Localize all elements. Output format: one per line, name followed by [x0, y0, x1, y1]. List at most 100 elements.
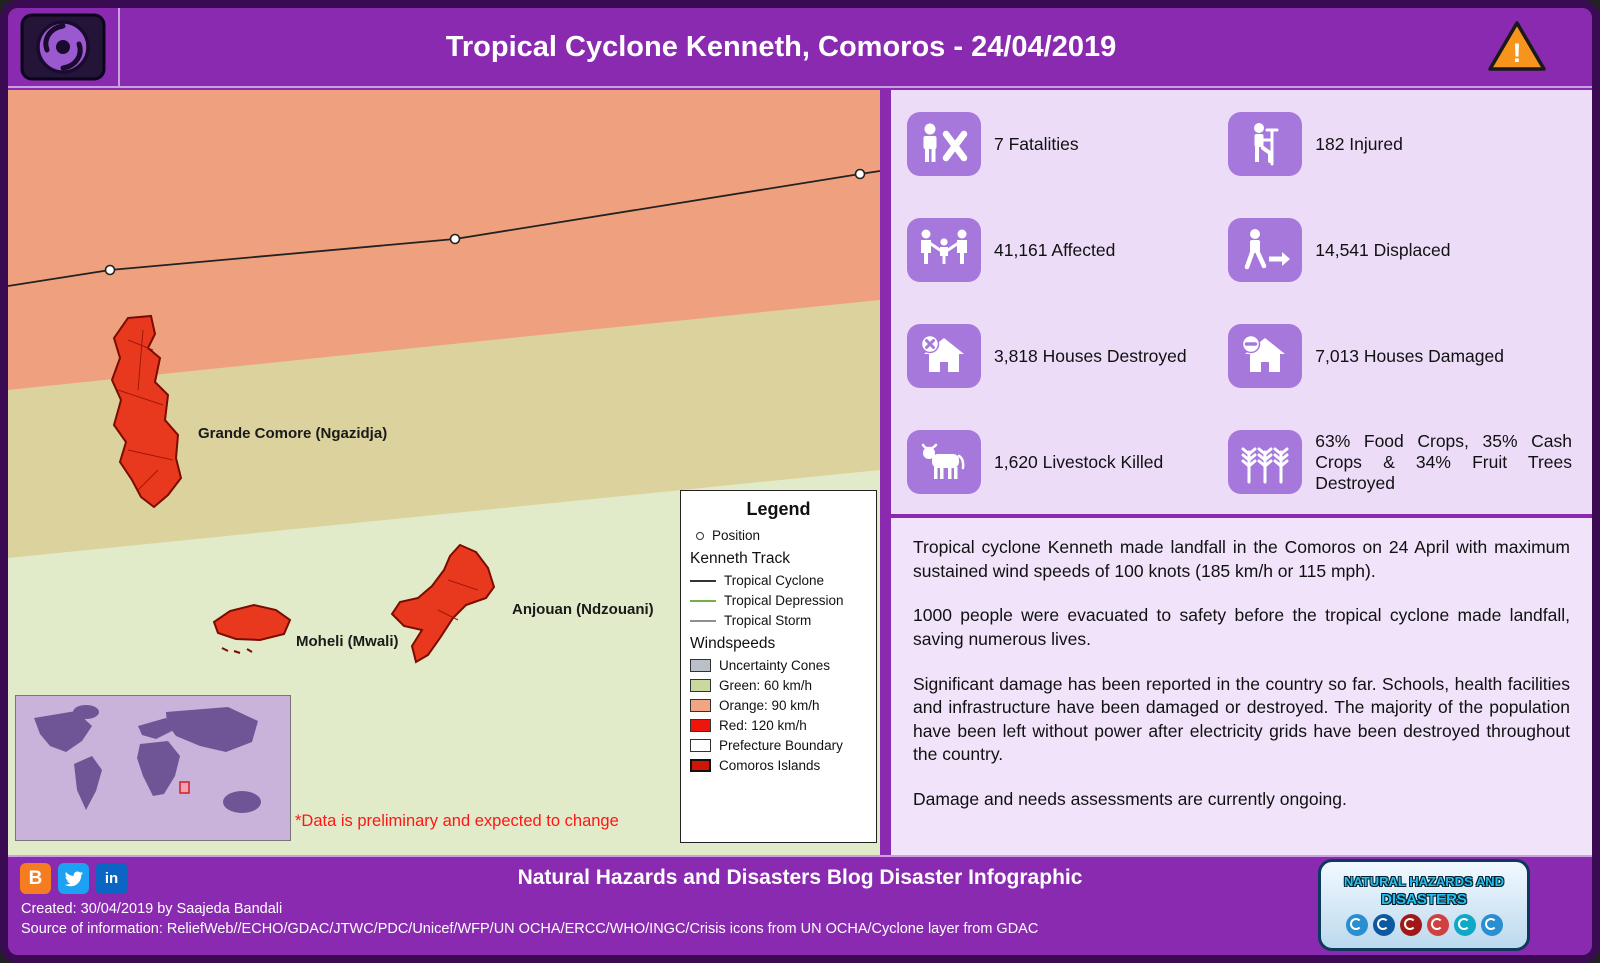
summary-paragraph: Significant damage has been reported in …: [913, 673, 1570, 765]
logo-line2: DISASTERS: [1381, 891, 1467, 908]
island-grande-comore: [110, 314, 183, 509]
stat-label: 1,620 Livestock Killed: [994, 451, 1164, 472]
orange-windspeed-swatch: [690, 699, 711, 712]
stat-label: 3,818 Houses Destroyed: [994, 345, 1187, 366]
twitter-icon[interactable]: [58, 863, 89, 894]
stat-label: 41,161 Affected: [994, 239, 1116, 260]
legend-item-label: Comoros Islands: [719, 758, 821, 773]
wave-mini-icon: [1453, 914, 1476, 936]
stat-injured: 182 Injured: [1228, 112, 1586, 176]
stat-label: 63% Food Crops, 35% Cash Crops & 34% Fru…: [1315, 430, 1572, 493]
track-position-point: [854, 168, 866, 180]
warning-box: !: [1442, 19, 1592, 75]
livestock-icon: [907, 430, 981, 494]
house-mini-icon: [1399, 914, 1422, 936]
label-grande-comore: Grande Comore (Ngazidja): [198, 425, 387, 442]
track-position-point: [104, 264, 116, 276]
label-anjouan: Anjouan (Ndzouani): [512, 601, 654, 618]
map-legend: Legend Position Kenneth Track Tropical C…: [680, 490, 877, 843]
source-text: Source of information: ReliefWeb//ECHO/G…: [21, 921, 1039, 937]
swirl-mini-icon: [1480, 914, 1503, 936]
stat-houses-damaged: 7,013 Houses Damaged: [1228, 324, 1586, 388]
cyclone-icon: [20, 13, 106, 81]
footer-bar: B in Natural Hazards and Disasters Blog …: [8, 855, 1592, 955]
legend-item-label: Prefecture Boundary: [719, 738, 843, 753]
legend-title: Legend: [746, 499, 811, 519]
summary-paragraph: Tropical cyclone Kenneth made landfall i…: [913, 537, 1570, 581]
page-title: Tropical Cyclone Kenneth, Comoros - 24/0…: [445, 30, 1117, 63]
stat-fatalities: 7 Fatalities: [907, 112, 1224, 176]
summary-paragraph: 1000 people were evacuated to safety bef…: [913, 605, 1570, 649]
svg-text:!: !: [1513, 38, 1522, 68]
world-inset-map: [15, 695, 291, 841]
legend-item-label: Tropical Cyclone: [724, 573, 825, 588]
cyclone-logo-box: [8, 8, 120, 86]
warning-triangle-icon: !: [1488, 21, 1546, 71]
legend-position-label: Position: [712, 528, 761, 543]
stat-houses-destroyed: 3,818 Houses Destroyed: [907, 324, 1224, 388]
legend-item-label: Uncertainty Cones: [719, 658, 831, 673]
stat-crops: 63% Food Crops, 35% Cash Crops & 34% Fru…: [1228, 430, 1586, 494]
tropical-storm-line-icon: [690, 619, 716, 622]
legend-windspeeds-title: Windspeeds: [690, 635, 776, 652]
stat-displaced: 14,541 Displaced: [1228, 218, 1586, 282]
zone-tan: [8, 300, 880, 558]
blogger-icon[interactable]: B: [20, 863, 51, 894]
legend-item-label: Tropical Storm: [724, 613, 812, 628]
blog-logo[interactable]: NATURAL HAZARDS AND DISASTERS: [1318, 859, 1530, 951]
stat-affected: 41,161 Affected: [907, 218, 1224, 282]
logo-line1: NATURAL HAZARDS AND: [1343, 874, 1505, 889]
fatalities-icon: [907, 112, 981, 176]
track-position-point: [449, 233, 461, 245]
legend-item-label: Red: 120 km/h: [719, 718, 807, 733]
red-windspeed-swatch: [690, 719, 711, 732]
houses-damaged-icon: [1228, 324, 1303, 388]
legend-track-title: Kenneth Track: [690, 550, 790, 567]
comoros-highlight: [179, 781, 190, 794]
tropical-cyclone-line-icon: [690, 579, 716, 582]
position-marker-icon: [696, 531, 704, 540]
stat-label: 182 Injured: [1315, 133, 1403, 154]
legend-item-label: Tropical Depression: [724, 593, 844, 608]
impact-stats-grid: 7 Fatalities 182 Injured: [891, 90, 1592, 514]
cyclone-map: Grande Comore (Ngazidja) Anjouan (Ndzoua…: [8, 90, 880, 855]
affected-icon: [907, 218, 981, 282]
person-mini-icon: [1426, 914, 1449, 936]
tropical-depression-line-icon: [690, 599, 716, 602]
uncertainty-cone-swatch: [690, 659, 711, 672]
main-content: Grande Comore (Ngazidja) Anjouan (Ndzoua…: [8, 90, 1592, 855]
prefecture-boundaries: [117, 329, 174, 491]
stat-label: 7 Fatalities: [994, 133, 1079, 154]
storm-mini-icon: [1372, 914, 1395, 936]
stat-livestock: 1,620 Livestock Killed: [907, 430, 1224, 494]
social-links: B in: [20, 863, 127, 894]
impact-panel: 7 Fatalities 182 Injured: [880, 90, 1592, 855]
comoros-islands-swatch: [690, 759, 711, 772]
displaced-icon: [1228, 218, 1303, 282]
moheli-islets: [221, 647, 253, 654]
island-anjouan: [390, 543, 496, 664]
logo-mini-icons: [1345, 914, 1503, 936]
stat-label: 14,541 Displaced: [1315, 239, 1451, 260]
cyclone-mini-icon: [1345, 914, 1368, 936]
green-windspeed-swatch: [690, 679, 711, 692]
island-moheli: [212, 603, 292, 642]
summary-paragraph: Damage and needs assessments are current…: [913, 789, 1347, 809]
linkedin-icon[interactable]: in: [96, 863, 127, 894]
situation-summary: Tropical cyclone Kenneth made landfall i…: [891, 514, 1592, 855]
preliminary-data-note: *Data is preliminary and expected to cha…: [295, 812, 619, 830]
crops-icon: [1228, 430, 1303, 494]
legend-item-label: Green: 60 km/h: [719, 678, 813, 693]
houses-destroyed-icon: [907, 324, 981, 388]
legend-item-label: Orange: 90 km/h: [719, 698, 820, 713]
label-moheli: Moheli (Mwali): [296, 633, 399, 650]
stat-label: 7,013 Houses Damaged: [1315, 345, 1504, 366]
footer-title: Natural Hazards and Disasters Blog Disas…: [517, 866, 1083, 889]
injured-icon: [1228, 112, 1303, 176]
world-map-icon: [34, 705, 261, 813]
header-bar: Tropical Cyclone Kenneth, Comoros - 24/0…: [8, 8, 1592, 88]
created-by-text: Created: 30/04/2019 by Saajeda Bandali: [21, 901, 283, 917]
prefecture-boundary-swatch: [690, 739, 711, 752]
prefecture-boundaries: [437, 579, 479, 621]
